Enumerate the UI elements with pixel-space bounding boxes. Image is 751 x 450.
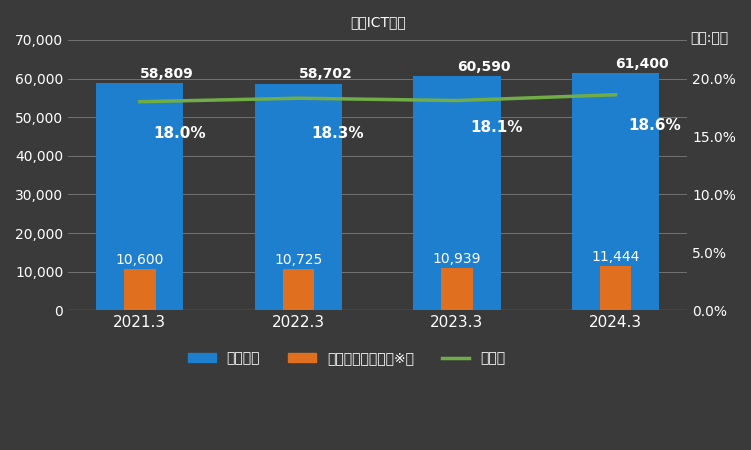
Text: 58,809: 58,809 [140, 67, 194, 81]
Text: 10,600: 10,600 [116, 253, 164, 267]
Text: 18.6%: 18.6% [629, 118, 681, 133]
Title: 総合ICT事業: 総合ICT事業 [350, 15, 406, 29]
Text: 11,444: 11,444 [591, 250, 640, 264]
Bar [96, 83, 183, 310]
Bar [599, 266, 632, 310]
Text: 60,590: 60,590 [457, 60, 511, 74]
Text: 18.3%: 18.3% [312, 126, 364, 141]
Bar [572, 73, 659, 310]
Bar [441, 268, 473, 310]
Bar [124, 270, 155, 310]
Text: 18.1%: 18.1% [470, 120, 523, 135]
Bar [255, 84, 342, 310]
Text: 18.0%: 18.0% [153, 126, 206, 140]
Text: 単位:億円: 単位:億円 [690, 32, 728, 45]
Text: 61,400: 61,400 [616, 57, 669, 71]
Legend: 営業収益, セグメント利益（※）, 利益率: 営業収益, セグメント利益（※）, 利益率 [182, 346, 511, 371]
Bar [282, 269, 314, 310]
Bar [413, 76, 501, 310]
Text: 58,702: 58,702 [298, 67, 352, 81]
Text: 10,725: 10,725 [274, 252, 322, 266]
Text: 10,939: 10,939 [433, 252, 481, 266]
